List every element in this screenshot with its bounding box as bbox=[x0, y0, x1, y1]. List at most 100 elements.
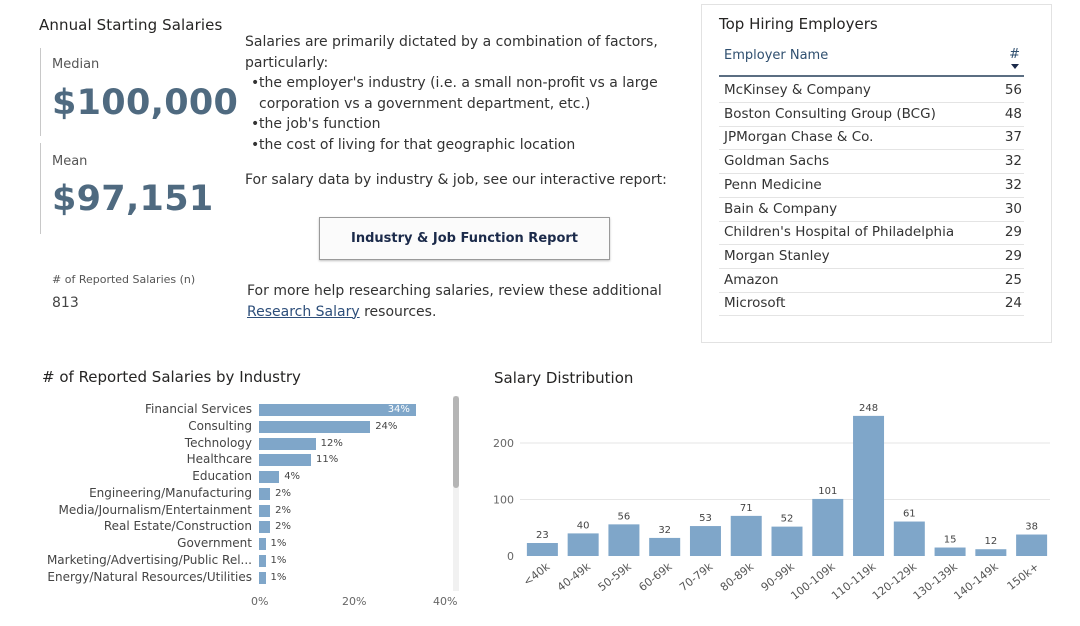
distribution-bar[interactable] bbox=[689, 526, 721, 556]
distribution-bar[interactable] bbox=[649, 537, 681, 556]
distribution-x-tick: 130-139k bbox=[911, 560, 961, 603]
help-prefix: For more help researching salaries, revi… bbox=[247, 283, 662, 299]
industry-bar[interactable] bbox=[259, 504, 271, 517]
distribution-x-tick: 40-49k bbox=[555, 560, 594, 594]
industry-data-label: 12% bbox=[320, 437, 343, 449]
employer-count: 29 bbox=[1004, 224, 1022, 241]
employer-count: 24 bbox=[1004, 295, 1022, 312]
industry-bar[interactable] bbox=[259, 437, 316, 450]
median-card: Median $100,000 bbox=[40, 48, 238, 136]
distribution-x-tick: 100-109k bbox=[788, 560, 838, 603]
industry-bar[interactable] bbox=[259, 538, 266, 550]
employer-row[interactable]: Bain & Company 30 bbox=[719, 198, 1024, 222]
employer-name: Microsoft bbox=[724, 295, 786, 312]
employer-name: McKinsey & Company bbox=[724, 82, 871, 98]
sort-descending-icon bbox=[1010, 64, 1019, 69]
employer-count: 25 bbox=[1004, 271, 1022, 288]
distribution-bar[interactable] bbox=[975, 549, 1007, 556]
industry-data-label: 1% bbox=[270, 571, 287, 583]
industry-data-label: 2% bbox=[275, 504, 291, 516]
employer-name: Morgan Stanley bbox=[724, 247, 830, 264]
distribution-data-label: 56 bbox=[618, 511, 631, 522]
industry-bar[interactable] bbox=[259, 420, 371, 433]
industry-data-label: 1% bbox=[270, 554, 287, 566]
employer-row[interactable]: Amazon 25 bbox=[719, 269, 1024, 293]
industry-bar[interactable] bbox=[259, 404, 416, 416]
distribution-x-tick: 80-89k bbox=[718, 560, 757, 594]
industry-label: Real Estate/Construction bbox=[103, 519, 252, 534]
industry-data-label: 24% bbox=[375, 420, 398, 432]
factor-item: the cost of living for that geographic l… bbox=[245, 135, 665, 156]
distribution-x-tick: <40k bbox=[521, 560, 553, 589]
distribution-bar[interactable] bbox=[730, 515, 762, 556]
distribution-x-tick: 140-149k bbox=[951, 560, 1001, 603]
employer-count: 48 bbox=[1004, 105, 1022, 122]
distribution-bar[interactable] bbox=[812, 498, 844, 556]
distribution-x-tick: 150k+ bbox=[1005, 560, 1042, 593]
employer-row[interactable]: Boston Consulting Group (BCG) 48 bbox=[719, 103, 1024, 127]
industry-data-label: 2% bbox=[275, 487, 291, 499]
employer-row[interactable]: JPMorgan Chase & Co. 37 bbox=[719, 126, 1024, 151]
distribution-x-tick: 120-129k bbox=[870, 560, 920, 603]
industry-scrollbar-track[interactable] bbox=[453, 396, 459, 591]
distribution-bar[interactable] bbox=[893, 521, 925, 556]
report-button-label: Industry & Job Function Report bbox=[351, 231, 578, 246]
distribution-data-label: 52 bbox=[781, 514, 794, 525]
industry-data-label: 2% bbox=[275, 521, 291, 533]
industry-bar[interactable] bbox=[259, 487, 271, 500]
distribution-data-label: 71 bbox=[740, 503, 753, 514]
industry-data-label: 4% bbox=[284, 471, 301, 482]
industry-job-report-button[interactable]: Industry & Job Function Report bbox=[319, 217, 610, 260]
employer-count: 30 bbox=[1004, 200, 1022, 217]
employer-row[interactable]: Children's Hospital of Philadelphia 29 bbox=[719, 221, 1024, 246]
industry-bar[interactable] bbox=[259, 454, 312, 467]
employer-row[interactable]: Penn Medicine 32 bbox=[719, 174, 1024, 198]
employer-count: 32 bbox=[1004, 153, 1022, 170]
industry-bar[interactable] bbox=[259, 471, 280, 483]
median-label: Median bbox=[52, 57, 100, 72]
industry-scrollbar-thumb[interactable] bbox=[453, 396, 459, 488]
distribution-bar[interactable] bbox=[853, 415, 885, 556]
employer-row[interactable]: Microsoft 24 bbox=[719, 292, 1024, 317]
distribution-bar[interactable] bbox=[934, 547, 966, 556]
distribution-data-label: 101 bbox=[818, 486, 837, 497]
report-prompt: For salary data by industry & job, see o… bbox=[245, 172, 667, 188]
distribution-bar[interactable] bbox=[567, 533, 599, 556]
median-value: $100,000 bbox=[52, 83, 239, 123]
employer-name-header[interactable]: Employer Name bbox=[724, 48, 829, 63]
industry-data-label: 1% bbox=[270, 538, 287, 549]
factors-list: the employer's industry (i.e. a small no… bbox=[245, 73, 665, 155]
employer-count: 29 bbox=[1004, 247, 1022, 264]
distribution-bar[interactable] bbox=[526, 543, 558, 556]
research-salary-link[interactable]: Research Salary bbox=[247, 303, 360, 320]
distribution-bar[interactable] bbox=[771, 526, 803, 556]
distribution-data-label: 23 bbox=[536, 530, 549, 541]
distribution-bar[interactable] bbox=[608, 524, 640, 556]
salaries-title: Annual Starting Salaries bbox=[39, 16, 223, 34]
count-header[interactable]: # bbox=[1009, 47, 1020, 69]
industry-label: Media/Journalism/Entertainment bbox=[58, 502, 253, 517]
industry-bar[interactable] bbox=[259, 571, 266, 584]
industry-label: Education bbox=[192, 469, 252, 483]
reported-count-label: # of Reported Salaries (n) bbox=[52, 273, 196, 286]
industry-data-label: 11% bbox=[316, 454, 339, 466]
employer-row[interactable]: Goldman Sachs 32 bbox=[719, 150, 1024, 175]
distribution-data-label: 61 bbox=[903, 509, 916, 520]
industry-bar[interactable] bbox=[259, 554, 266, 567]
employer-row[interactable]: McKinsey & Company 56 bbox=[719, 79, 1024, 103]
distribution-data-label: 38 bbox=[1025, 522, 1038, 533]
employer-count: 32 bbox=[1004, 176, 1022, 193]
distribution-data-label: 32 bbox=[658, 525, 671, 536]
factor-item: the employer's industry (i.e. a small no… bbox=[245, 73, 665, 114]
industry-x-tick: 40% bbox=[433, 595, 458, 608]
distribution-y-tick: 0 bbox=[507, 550, 514, 563]
industry-label: Healthcare bbox=[186, 452, 252, 467]
employer-name: Boston Consulting Group (BCG) bbox=[724, 105, 936, 122]
employer-row[interactable]: Morgan Stanley 29 bbox=[719, 245, 1024, 269]
industry-bar[interactable] bbox=[259, 521, 271, 534]
employers-table-header: Employer Name # bbox=[719, 45, 1024, 77]
employer-name: JPMorgan Chase & Co. bbox=[724, 129, 874, 146]
distribution-bar[interactable] bbox=[1016, 534, 1048, 556]
industry-label: Technology bbox=[184, 435, 252, 450]
distribution-data-label: 53 bbox=[699, 513, 712, 524]
